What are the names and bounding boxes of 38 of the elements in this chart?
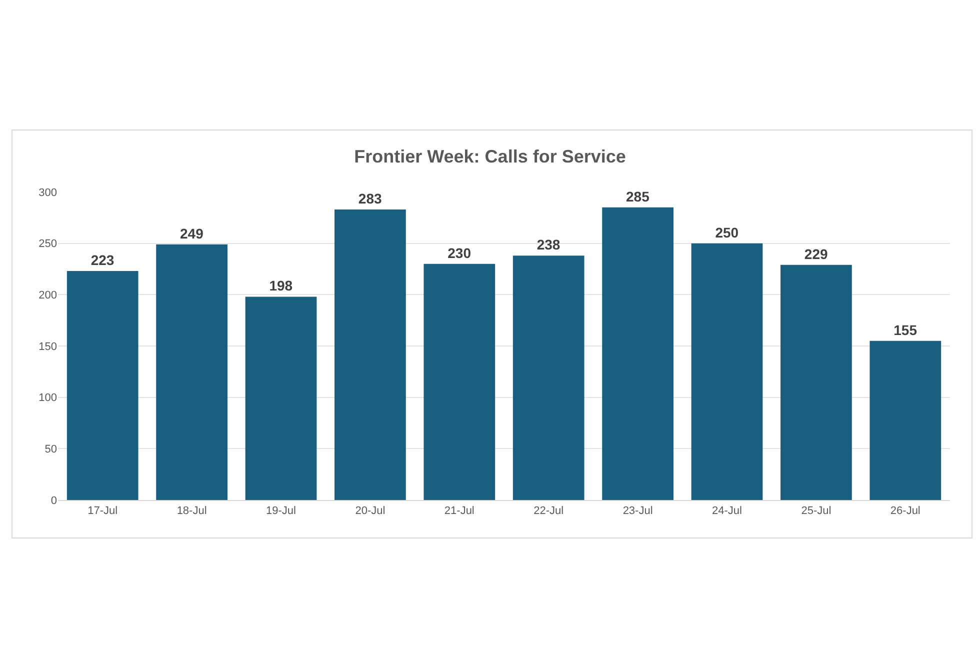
y-tick-label: 50 xyxy=(44,444,57,456)
x-tick-label: 21-Jul xyxy=(444,505,474,518)
bar xyxy=(66,271,138,500)
x-tick-label: 24-Jul xyxy=(712,505,742,518)
y-tick-label: 250 xyxy=(38,238,57,250)
x-tick-label: 18-Jul xyxy=(176,505,207,518)
data-label: 229 xyxy=(804,246,828,262)
x-tick-label: 17-Jul xyxy=(88,505,118,518)
data-label: 198 xyxy=(269,278,293,294)
data-label: 230 xyxy=(448,244,472,261)
data-label: 238 xyxy=(536,236,560,253)
y-tick-label: 200 xyxy=(38,290,57,302)
bar xyxy=(512,256,584,500)
data-label: 283 xyxy=(358,190,382,206)
bar xyxy=(245,296,317,500)
data-label: 285 xyxy=(626,188,650,204)
data-label: 223 xyxy=(90,252,114,268)
x-tick-label: 22-Jul xyxy=(534,505,564,518)
data-label: 250 xyxy=(715,224,739,240)
x-tick-label: 19-Jul xyxy=(266,505,296,518)
y-tick-label: 300 xyxy=(38,186,57,199)
x-tick-label: 23-Jul xyxy=(622,505,653,518)
x-tick-label: 20-Jul xyxy=(355,505,386,518)
y-tick-label: 0 xyxy=(50,494,57,507)
bar xyxy=(870,340,942,500)
bar xyxy=(424,264,496,500)
data-label: 155 xyxy=(894,322,918,338)
y-tick-label: 150 xyxy=(38,340,57,353)
x-tick-label: 26-Jul xyxy=(890,505,920,518)
bar xyxy=(780,264,852,500)
data-label: 249 xyxy=(180,225,204,242)
x-tick-label: 25-Jul xyxy=(801,505,832,518)
bar xyxy=(156,244,228,500)
y-tick-label: 100 xyxy=(38,392,57,404)
bar xyxy=(691,243,763,500)
bar xyxy=(602,207,674,500)
chart-title: Frontier Week: Calls for Service xyxy=(354,146,626,166)
bar xyxy=(334,209,406,500)
